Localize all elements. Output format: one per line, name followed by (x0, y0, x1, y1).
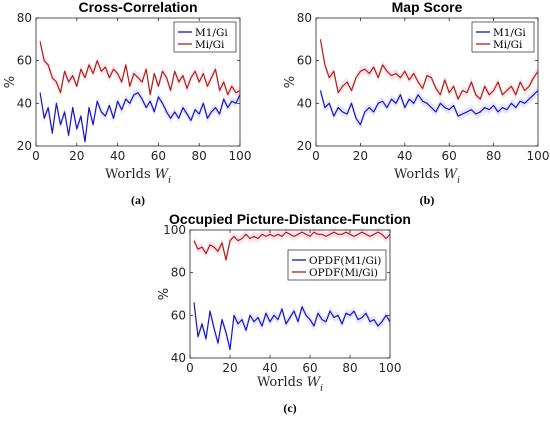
legend-label-1: OPDF(M1/Gi) (309, 255, 381, 267)
y-axis-label: % (283, 76, 298, 88)
x-label-sub: i (457, 176, 460, 186)
chart-title: Occupied Picture-Distance-Function (169, 211, 411, 227)
y-tick-label: 20 (297, 139, 312, 153)
x-label-sub: i (320, 384, 323, 394)
y-axis-label: % (3, 76, 18, 88)
x-axis-label: Worlds Wi (257, 375, 323, 394)
chart-title: Map Score (392, 0, 463, 15)
chart-title: Cross-Correlation (78, 0, 197, 15)
y-tick-label: 40 (297, 96, 312, 110)
y-tick-label: 80 (171, 266, 186, 280)
x-label-text: Worlds (257, 375, 307, 390)
x-tick-label: 80 (486, 149, 501, 163)
x-label-text: Worlds (105, 167, 155, 182)
x-tick-label: 60 (302, 361, 317, 375)
y-tick-label: 40 (17, 96, 32, 110)
x-tick-label: 100 (229, 149, 252, 163)
legend-label-1: M1/Gi (493, 27, 526, 39)
x-tick-label: 80 (342, 361, 357, 375)
y-axis-label: % (157, 288, 172, 300)
series-line-2 (319, 39, 539, 100)
x-label-text: Worlds (394, 167, 444, 182)
plot-frame (35, 17, 241, 147)
x-label-sub: i (168, 176, 171, 186)
series-line-1 (319, 90, 539, 126)
panel-caption: (b) (420, 193, 435, 207)
y-tick-label: 80 (297, 11, 312, 25)
y-tick-label: 60 (17, 54, 32, 68)
series-band-2 (320, 34, 538, 104)
plot-frame (189, 229, 391, 359)
x-axis-label: Worlds Wi (394, 167, 460, 186)
plot-frame (315, 17, 539, 147)
x-tick-label: 20 (353, 149, 368, 163)
x-label-var: W (307, 375, 322, 390)
x-tick-label: 100 (379, 361, 402, 375)
y-tick-label: 100 (163, 223, 186, 237)
legend-label-2: Mi/Gi (195, 39, 225, 51)
x-tick-label: 0 (186, 361, 194, 375)
series-band-2 (40, 37, 240, 100)
x-tick-label: 60 (151, 149, 166, 163)
series-band-1 (320, 86, 538, 130)
series-line-2 (39, 41, 241, 96)
series-line-1 (39, 92, 241, 143)
panel-caption: (c) (283, 401, 296, 415)
x-label-var: W (444, 167, 459, 182)
x-tick-label: 40 (110, 149, 125, 163)
y-tick-label: 80 (17, 11, 32, 25)
x-tick-label: 100 (527, 149, 550, 163)
x-tick-label: 0 (32, 149, 40, 163)
series-line-1 (193, 302, 391, 351)
series-line-2 (193, 231, 391, 261)
x-tick-label: 40 (262, 361, 277, 375)
x-tick-label: 20 (222, 361, 237, 375)
x-tick-label: 80 (192, 149, 207, 163)
y-tick-label: 20 (17, 139, 32, 153)
x-tick-label: 60 (442, 149, 457, 163)
y-tick-label: 60 (171, 308, 186, 322)
chart-panel-3: Occupied Picture-Distance-Function 0 20 40 6… (157, 211, 411, 415)
legend-label-2: Mi/Gi (493, 39, 523, 51)
legend-box (471, 21, 535, 53)
y-tick-label: 60 (297, 54, 312, 68)
x-tick-label: 20 (69, 149, 84, 163)
x-tick-label: 40 (397, 149, 412, 163)
legend-label-1: M1/Gi (195, 27, 228, 39)
panel-caption: (a) (131, 193, 145, 207)
x-label-var: W (155, 167, 170, 182)
legend-box (287, 249, 387, 281)
x-axis-label: Worlds Wi (105, 167, 171, 186)
legend-label-2: OPDF(Mi/Gi) (309, 267, 378, 279)
y-tick-label: 40 (171, 351, 186, 365)
x-tick-label: 0 (312, 149, 320, 163)
legend-box (173, 21, 237, 53)
